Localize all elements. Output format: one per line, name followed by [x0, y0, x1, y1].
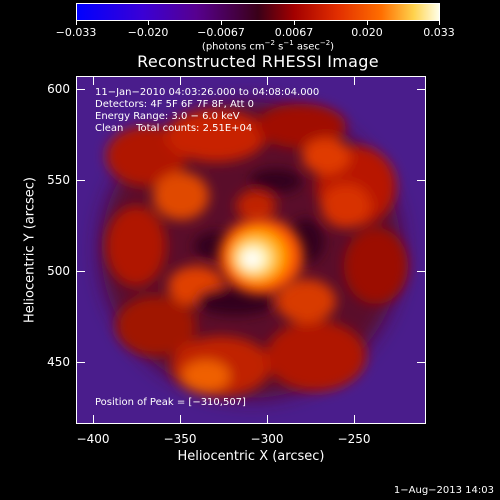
y-axis-tick-label: 550: [47, 173, 70, 187]
x-axis-tick-label: −300: [250, 432, 284, 446]
colorbar-tick: [439, 21, 440, 25]
x-axis-title: Heliocentric X (arcsec): [177, 449, 325, 464]
x-axis-tick: [354, 76, 355, 85]
y-axis-title: Heliocentric Y (arcsec): [22, 177, 38, 323]
colorbar-tick-label: −0.0067: [197, 26, 245, 39]
colorbar-tick-label: −0.033: [55, 26, 97, 39]
x-axis-tick-label: −400: [76, 432, 110, 446]
colorbar-tick: [221, 21, 222, 25]
colorbar-tick: [367, 21, 368, 25]
y-axis-tick: [417, 180, 426, 181]
y-axis-tick: [417, 362, 426, 363]
time-range-label: 11−Jan−2010 04:03:26.000 to 04:08:04.000: [95, 87, 320, 98]
y-axis-tick: [417, 89, 426, 90]
y-axis-tick-label: 450: [47, 355, 70, 369]
x-axis-tick-label: −250: [337, 432, 371, 446]
y-axis-tick: [76, 180, 85, 181]
colorbar-tick: [148, 21, 149, 25]
y-axis-tick: [76, 89, 85, 90]
energy-range-label: Energy Range: 3.0 − 6.0 keV: [95, 111, 240, 122]
clean-counts-label: Clean Total counts: 2.51E+04: [95, 123, 253, 134]
colorbar-tick: [294, 21, 295, 25]
x-axis-tick: [93, 415, 94, 424]
colorbar-tick-label: 0.020: [351, 26, 383, 39]
x-axis-tick: [267, 415, 268, 424]
detectors-label: Detectors: 4F 5F 6F 7F 8F, Att 0: [95, 99, 255, 110]
colorbar-tick-label: −0.020: [127, 26, 169, 39]
colorbar-tick: [76, 21, 77, 25]
x-axis-tick: [93, 76, 94, 85]
y-axis-tick-label: 600: [47, 82, 70, 96]
x-axis-tick-label: −350: [163, 432, 197, 446]
x-axis-tick: [180, 415, 181, 424]
rhessi-image: [76, 76, 426, 424]
y-axis-tick: [76, 271, 85, 272]
peak-position-label: Position of Peak = [−310,507]: [95, 397, 246, 408]
colorbar-tick-label: 0.033: [423, 26, 455, 39]
x-axis-tick: [354, 415, 355, 424]
colorbar: [76, 3, 440, 21]
colorbar-unit-label: (photons cm−2 s−1 asec−2): [201, 39, 335, 53]
plot-title: Reconstructed RHESSI Image: [137, 52, 379, 71]
y-axis-tick: [76, 362, 85, 363]
y-axis-tick: [417, 271, 426, 272]
y-axis-tick-label: 500: [47, 264, 70, 278]
x-axis-tick: [267, 76, 268, 85]
x-axis-tick: [180, 76, 181, 85]
colorbar-tick-label: 0.0067: [274, 26, 314, 39]
timestamp-label: 1−Aug−2013 14:03: [393, 485, 494, 496]
